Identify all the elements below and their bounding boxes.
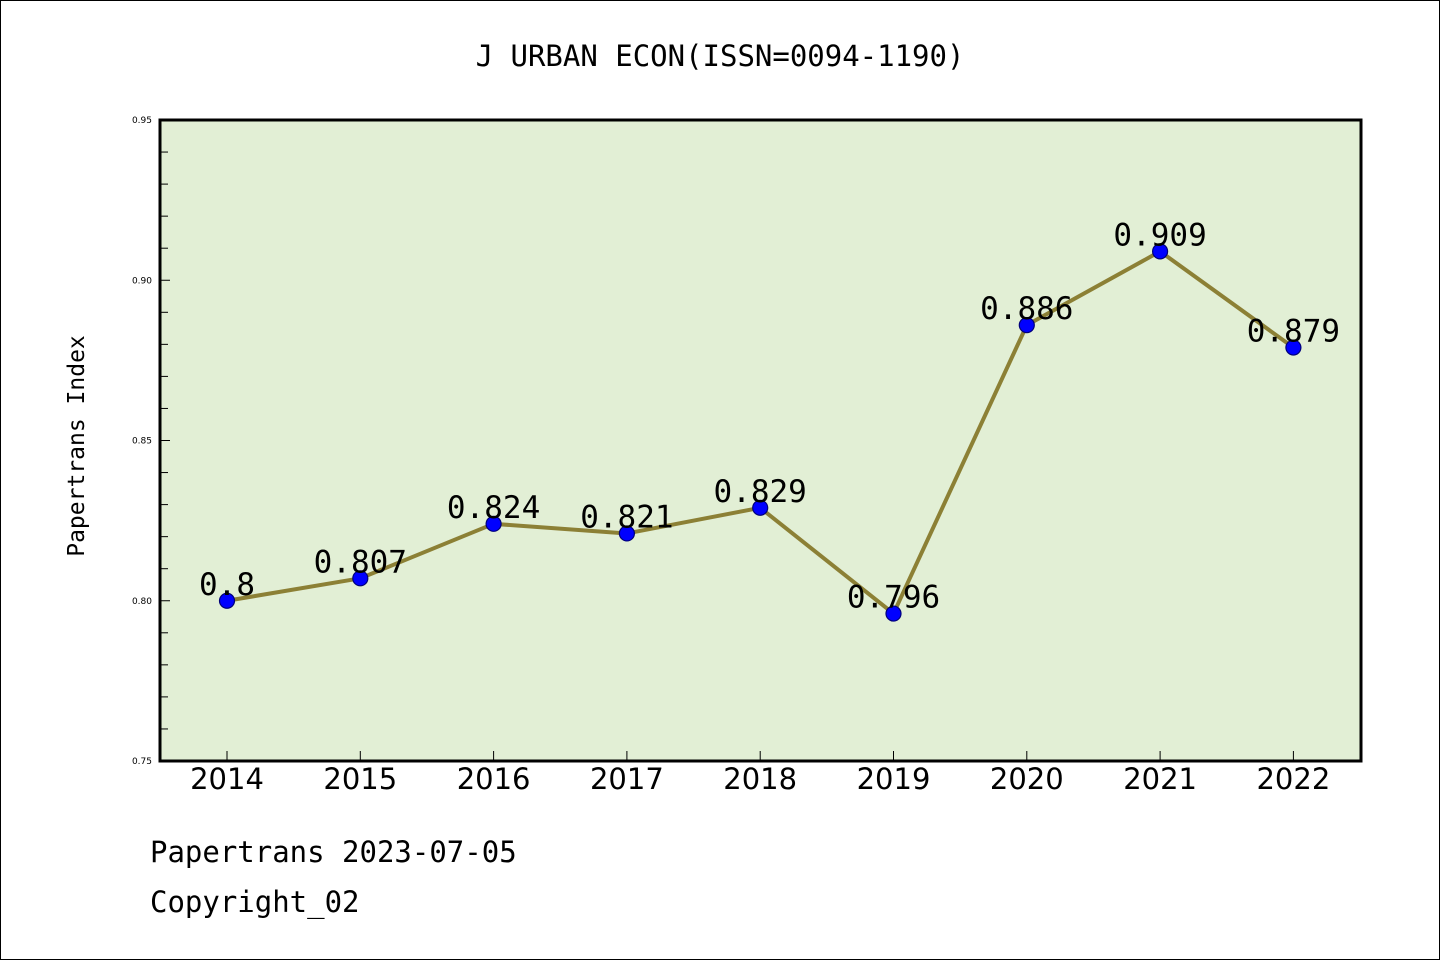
data-label: 0.807 [314, 544, 407, 580]
footer-copyright-text: Copyright_02 [150, 885, 360, 919]
y-axis: 0.75 0.80 0.85 0.90 0.95 [132, 116, 170, 767]
data-label: 0.8 [199, 567, 255, 603]
x-tick-label: 2018 [723, 762, 797, 796]
x-axis: 2014 2015 2016 2017 2018 2019 2020 2021 2022 [190, 751, 1330, 796]
data-point [1151, 243, 1169, 260]
y-axis-label: Papertrans Index [64, 335, 90, 557]
y-tick-label: 0.95 [132, 116, 152, 126]
data-point [885, 605, 902, 622]
y-tick-label: 0.85 [132, 437, 152, 447]
x-tick-label: 2015 [323, 762, 397, 796]
x-tick-label: 2017 [590, 762, 664, 796]
plot-area [158, 118, 1363, 763]
y-tick-label: 0.80 [132, 597, 152, 607]
data-label: 0.909 [1113, 217, 1206, 253]
data-point [752, 499, 769, 516]
data-label: 0.796 [847, 580, 940, 616]
y-tick-label: 0.90 [132, 276, 152, 286]
data-point [485, 515, 502, 532]
data-point [352, 570, 369, 587]
data-point [218, 592, 236, 609]
data-points [218, 243, 1302, 622]
chart-title: J URBAN ECON(ISSN=0094-1190) [476, 39, 965, 73]
x-tick-label: 2016 [457, 762, 531, 796]
data-point [1018, 317, 1035, 334]
x-tick-label: 2022 [1256, 762, 1330, 796]
data-label: 0.821 [580, 499, 673, 535]
data-labels: 0.8 0.807 0.824 0.821 0.829 0.796 0.886 0.909 0.… [199, 217, 1340, 615]
x-tick-label: 2019 [857, 762, 931, 796]
x-tick-label: 2020 [990, 762, 1064, 796]
data-label: 0.829 [714, 474, 807, 510]
data-label: 0.824 [447, 490, 540, 526]
data-point [1285, 339, 1302, 356]
footer-date-text: Papertrans 2023-07-05 [150, 835, 517, 869]
x-tick-label: 2014 [190, 762, 264, 796]
data-point [618, 525, 636, 542]
data-label: 0.886 [980, 291, 1073, 327]
x-tick-label: 2021 [1123, 762, 1197, 796]
data-label: 0.879 [1247, 314, 1340, 350]
y-tick-label: 0.75 [132, 757, 152, 767]
